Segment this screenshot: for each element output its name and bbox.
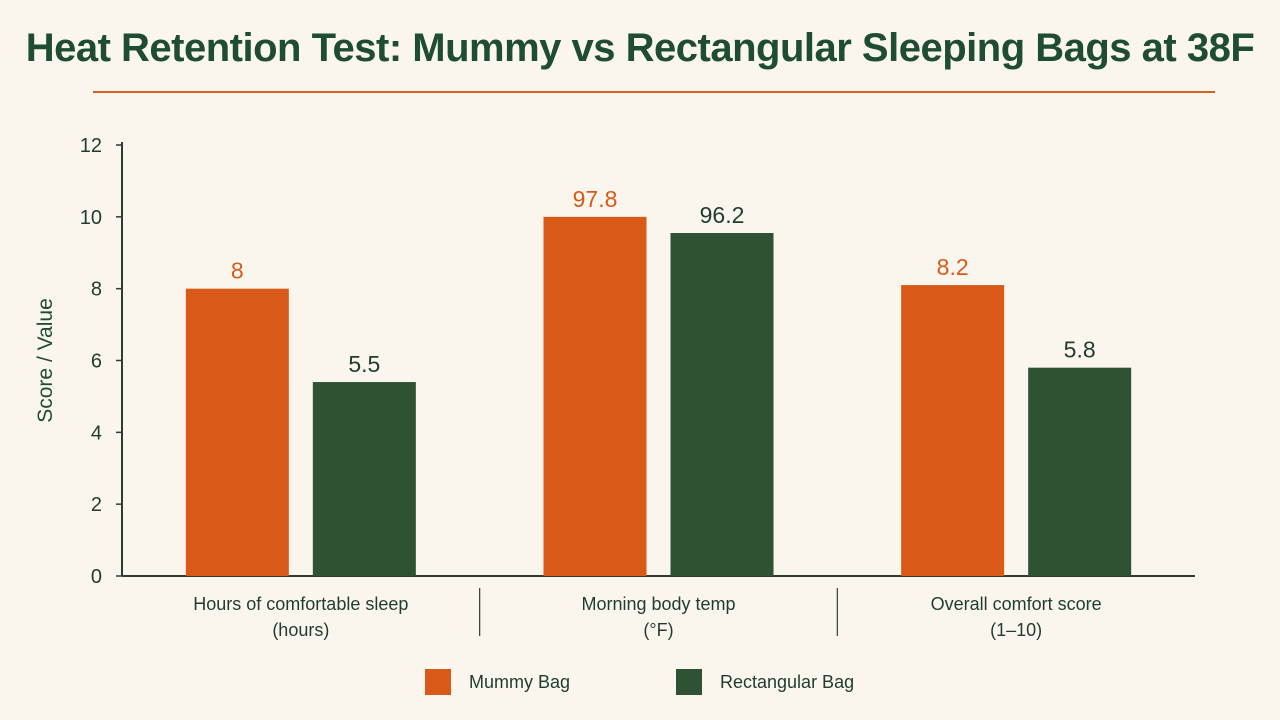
x-tick-label: Morning body temp (581, 594, 735, 614)
y-tick-label: 2 (91, 494, 102, 516)
legend-label-rectangular-bag: Rectangular Bag (720, 671, 855, 692)
y-tick-label: 10 (80, 207, 102, 229)
chart-plot: 0 2 4 6 8 10 12 Score / Value 8 5.5 Hours of comfo… (34, 135, 1195, 640)
chart-title: Heat Retention Test: Mummy vs Rectangula… (25, 26, 1255, 70)
legend-swatch-rectangular-bag (676, 669, 702, 695)
bar-rectangular-1 (670, 232, 774, 576)
x-tick-sublabel: (°F) (643, 620, 673, 640)
x-tick-label: Hours of comfortable sleep (193, 594, 408, 614)
data-label-mummy-1: 97.8 (573, 186, 618, 212)
data-label-rectangular-2: 5.8 (1064, 337, 1096, 363)
legend-item-rectangular-bag: Rectangular Bag (676, 668, 854, 696)
bar-mummy-1 (543, 216, 647, 577)
x-tick-label: Overall comfort score (931, 594, 1102, 614)
legend-swatch-mummy-bag (425, 669, 451, 695)
bar-mummy-2 (901, 285, 1005, 576)
title-divider (93, 91, 1215, 93)
y-axis-title: Score / Value (34, 298, 57, 423)
data-label-rectangular-1: 96.2 (700, 202, 745, 228)
data-label-rectangular-0: 5.5 (348, 351, 380, 377)
y-tick-label: 6 (91, 351, 102, 373)
y-tick-label: 12 (80, 135, 102, 157)
y-tick-label: 0 (91, 566, 102, 588)
bar-rectangular-2 (1028, 367, 1132, 576)
y-tick-label: 8 (91, 279, 102, 301)
y-tick-label: 4 (91, 422, 102, 444)
data-label-mummy-2: 8.2 (937, 254, 969, 280)
legend-label-mummy-bag: Mummy Bag (469, 671, 571, 692)
bar-mummy-0 (185, 288, 289, 576)
bar-rectangular-0 (312, 382, 416, 576)
legend-item-mummy-bag: Mummy Bag (425, 668, 570, 696)
data-label-mummy-0: 8 (231, 258, 244, 284)
x-tick-sublabel: (hours) (272, 620, 329, 640)
x-tick-sublabel: (1–10) (990, 620, 1042, 640)
